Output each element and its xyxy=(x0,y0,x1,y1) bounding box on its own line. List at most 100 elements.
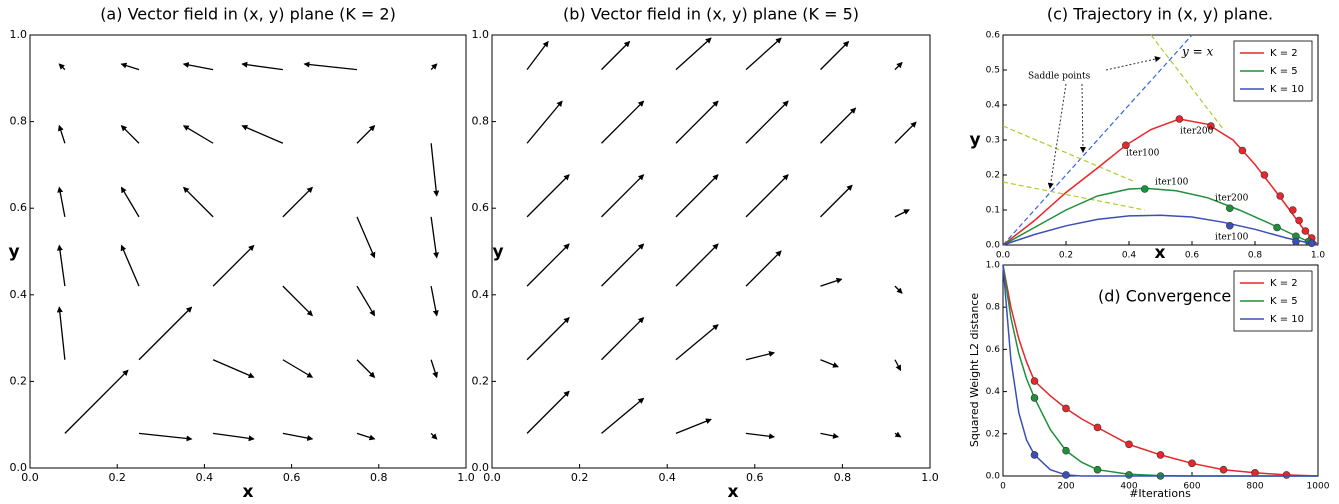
chart-title: (d) Convergence xyxy=(1098,287,1231,306)
vector-arrow xyxy=(430,359,439,379)
point-marker xyxy=(1125,440,1133,449)
point-marker xyxy=(1062,404,1070,413)
vector-arrow xyxy=(120,186,140,218)
y-tick-label: 0.0 xyxy=(986,472,1001,482)
x-tick-label: 0.0 xyxy=(21,471,39,484)
vector-arrow xyxy=(57,124,66,144)
reference-line xyxy=(1002,34,1193,246)
vector-arrow xyxy=(675,174,719,218)
legend-label: K = 10 xyxy=(1270,84,1304,95)
y-tick-label: 0.6 xyxy=(986,345,1001,355)
x-tick-label: 0.2 xyxy=(571,471,589,484)
annotation: iter200 xyxy=(1180,127,1214,137)
vector-arrow xyxy=(212,359,255,379)
vector-arrow xyxy=(894,285,903,294)
point-marker xyxy=(1307,239,1316,248)
series-line xyxy=(1002,264,1318,477)
y-tick-label: 0.2 xyxy=(986,171,1000,181)
vector-arrow xyxy=(182,62,214,71)
vector-arrow xyxy=(183,186,214,218)
point-marker xyxy=(1226,221,1234,230)
y-tick-label: 0.2 xyxy=(472,374,490,387)
vector-arrow xyxy=(430,63,438,71)
y-tick-label: 0.6 xyxy=(986,31,1001,41)
reference-line xyxy=(1150,34,1224,130)
x-tick-label: 0.8 xyxy=(1248,251,1263,261)
point-marker xyxy=(1062,471,1070,479)
annotation: iter100 xyxy=(1155,178,1189,188)
chart-title: (a) Vector field in (x, y) plane (K = 2) xyxy=(100,5,396,24)
y-tick-label: 0.8 xyxy=(472,115,490,128)
y-tick-label: 0.6 xyxy=(472,201,490,214)
y-tick-label: 0.4 xyxy=(472,288,490,301)
vector-arrow xyxy=(182,125,214,144)
y-tick-label: 0.1 xyxy=(986,206,1000,216)
vector-arrow xyxy=(820,107,857,144)
chart-title: (c) Trajectory in (x, y) plane. xyxy=(1047,5,1273,24)
vector-arrow xyxy=(894,431,902,438)
vector-arrow xyxy=(56,244,66,287)
x-tick-label: 0.6 xyxy=(746,471,764,484)
y-tick-label: 0.4 xyxy=(986,387,1001,397)
vector-arrow xyxy=(64,369,129,434)
vector-arrow xyxy=(282,432,314,441)
vector-arrow xyxy=(356,359,376,378)
x-tick-label: 1000 xyxy=(1307,482,1330,492)
vector-arrow xyxy=(675,324,719,361)
legend-label: K = 5 xyxy=(1270,296,1298,307)
vector-arrow xyxy=(120,62,140,71)
vector-arrow xyxy=(894,209,910,218)
y-tick-label: 0.4 xyxy=(986,101,1001,111)
vector-arrow xyxy=(57,186,66,217)
point-marker xyxy=(1140,185,1149,193)
x-tick-label: 600 xyxy=(1183,482,1200,492)
vector-arrow xyxy=(526,40,549,71)
plot-frame xyxy=(29,34,467,469)
vector-arrow xyxy=(58,63,66,71)
x-tick-label: 1.0 xyxy=(1311,251,1326,261)
annotation-arrow xyxy=(1079,83,1086,153)
series-line xyxy=(1002,264,1319,477)
y-tick-label: 0.3 xyxy=(986,136,1000,146)
vector-arrow xyxy=(212,244,255,287)
vector-arrow xyxy=(430,143,440,197)
vector-arrow xyxy=(745,174,789,218)
vector-arrow xyxy=(430,286,439,317)
vector-arrow xyxy=(894,61,903,71)
x-tick-label: 0.4 xyxy=(658,471,676,484)
vector-arrow xyxy=(745,100,789,144)
x-tick-label: 1.0 xyxy=(457,471,475,484)
vector-arrow xyxy=(675,37,712,71)
plot-frame xyxy=(491,34,931,469)
y-axis-label: y xyxy=(8,242,19,262)
x-tick-label: 0.6 xyxy=(283,471,301,484)
point-marker xyxy=(1030,451,1039,459)
vector-arrow xyxy=(138,432,193,442)
vector-arrow xyxy=(303,61,358,71)
x-tick-label: 0.6 xyxy=(1185,251,1200,261)
x-tick-label: 0.2 xyxy=(108,471,126,484)
annotation: iter100 xyxy=(1215,233,1249,243)
x-tick-label: 0 xyxy=(1000,482,1006,492)
vector-arrow xyxy=(282,359,314,378)
y-tick-label: 1.0 xyxy=(472,28,490,41)
plot-frame xyxy=(1002,34,1319,246)
vector-arrow xyxy=(675,418,712,434)
x-tick-label: 0.0 xyxy=(483,471,501,484)
point-marker xyxy=(1093,465,1102,474)
y-axis-label: y xyxy=(969,130,980,150)
y-tick-label: 0.0 xyxy=(10,461,28,474)
legend-label: K = 5 xyxy=(1270,66,1298,77)
x-axis-label: #Iterations xyxy=(1129,487,1191,500)
y-tick-label: 0.2 xyxy=(986,429,1000,439)
point-marker xyxy=(1276,192,1284,200)
vector-arrow xyxy=(241,61,283,71)
vector-arrow xyxy=(894,359,902,372)
vector-arrow xyxy=(820,432,839,439)
y-tick-label: 1.0 xyxy=(10,28,28,41)
point-marker xyxy=(1226,204,1234,213)
vector-arrow xyxy=(356,125,376,144)
point-marker xyxy=(1295,216,1303,225)
